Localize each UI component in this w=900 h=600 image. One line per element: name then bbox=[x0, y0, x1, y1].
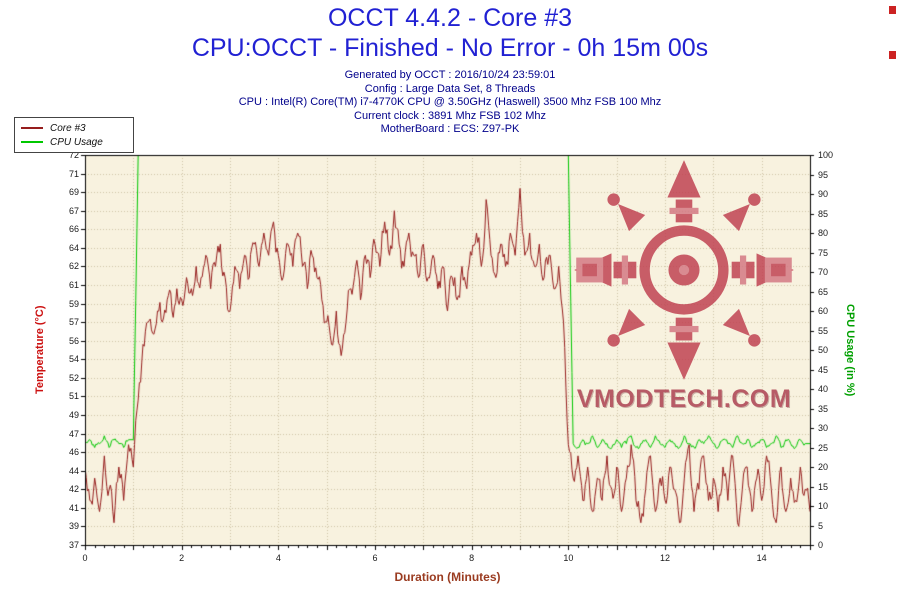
y-left-tick-label: 41 bbox=[68, 502, 79, 513]
y-right-tick-label: 0 bbox=[818, 540, 824, 550]
y-right-tick-label: 55 bbox=[818, 325, 829, 336]
y-left-tick-label: 42 bbox=[68, 484, 79, 495]
y-left-tick-label: 44 bbox=[68, 465, 79, 476]
y-right-tick-label: 100 bbox=[818, 150, 834, 160]
red-artifact-dot-top bbox=[889, 6, 896, 14]
x-tick-label: 12 bbox=[659, 553, 670, 563]
chart-info-line: Generated by OCCT : 2016/10/24 23:59:01 bbox=[344, 69, 556, 81]
y-left-tick-label: 57 bbox=[68, 317, 79, 328]
y-left-tick-label: 61 bbox=[68, 280, 79, 290]
y-right-tick-label: 40 bbox=[818, 384, 829, 394]
y-left-tick-label: 67 bbox=[68, 205, 79, 216]
legend-label-core3: Core #3 bbox=[50, 122, 86, 134]
y-left-tick-label: 71 bbox=[68, 168, 79, 179]
y-right-tick-label: 5 bbox=[818, 520, 824, 531]
y-left-tick-label: 37 bbox=[68, 540, 79, 550]
x-tick-label: 2 bbox=[179, 553, 185, 563]
y-right-tick-label: 60 bbox=[818, 306, 829, 316]
y-left-tick-label: 46 bbox=[68, 447, 79, 458]
y-right-tick-label: 35 bbox=[818, 403, 829, 414]
y-left-tick-label: 49 bbox=[68, 410, 79, 420]
red-artifact-dot-bottom bbox=[889, 51, 896, 59]
y-left-tick-label: 39 bbox=[68, 521, 79, 532]
legend-item-cpu-usage: CPU Usage bbox=[21, 135, 127, 149]
chart-info-line: Config : Large Data Set, 8 Threads bbox=[364, 82, 536, 95]
y-left-tick-label: 51 bbox=[68, 391, 79, 402]
x-tick-label: 0 bbox=[82, 553, 88, 563]
y-left-tick-label: 64 bbox=[68, 242, 79, 253]
y-right-tick-label: 25 bbox=[818, 442, 829, 453]
y-axis-title-temperature: Temperature (°C) bbox=[34, 305, 46, 395]
y-left-tick-label: 62 bbox=[68, 261, 79, 272]
y-axis-title-cpu-usage: CPU Usage (in %) bbox=[844, 303, 856, 397]
y-right-tick-label: 10 bbox=[818, 501, 829, 511]
y-left-tick-label: 54 bbox=[68, 354, 79, 365]
legend-item-core3: Core #3 bbox=[21, 121, 127, 135]
y-right-tick-label: 65 bbox=[818, 286, 829, 297]
y-left-tick-label: 59 bbox=[68, 298, 79, 309]
y-right-tick-label: 75 bbox=[818, 247, 829, 258]
legend-line-sample-core3 bbox=[21, 127, 43, 129]
x-tick-label: 14 bbox=[756, 553, 767, 563]
chart-info-line: CPU : Intel(R) Core(TM) i7-4770K CPU @ 3… bbox=[238, 96, 662, 108]
chart-info: Generated by OCCT : 2016/10/24 23:59:01 C… bbox=[0, 69, 900, 137]
y-right-tick-label: 85 bbox=[818, 208, 829, 219]
x-tick-label: 4 bbox=[275, 553, 281, 563]
y-left-tick-label: 52 bbox=[68, 372, 79, 383]
y-right-tick-label: 95 bbox=[818, 169, 829, 180]
y-right-tick-label: 20 bbox=[818, 462, 829, 472]
y-right-tick-label: 90 bbox=[818, 189, 829, 199]
y-left-tick-label: 69 bbox=[68, 187, 79, 198]
y-right-tick-label: 70 bbox=[818, 267, 829, 277]
y-right-tick-label: 15 bbox=[818, 481, 829, 492]
y-right-tick-label: 50 bbox=[818, 345, 829, 355]
y-right-tick-label: 80 bbox=[818, 228, 829, 238]
chart-info-line: MotherBoard : ECS: Z97-PK bbox=[380, 123, 520, 135]
y-right-tick-label: 45 bbox=[818, 364, 829, 375]
chart-legend: Core #3 CPU Usage bbox=[14, 117, 134, 153]
legend-label-cpu-usage: CPU Usage bbox=[50, 136, 103, 148]
x-tick-label: 10 bbox=[563, 553, 574, 563]
chart-subtitle: CPU:OCCT - Finished - No Error - 0h 15m … bbox=[191, 34, 709, 62]
chart-info-line: Current clock : 3891 Mhz FSB 102 Mhz bbox=[354, 109, 546, 122]
chart-title: OCCT 4.4.2 - Core #3 bbox=[327, 4, 573, 32]
y-left-tick-label: 56 bbox=[68, 335, 79, 346]
legend-line-sample-cpu-usage bbox=[21, 141, 43, 143]
y-left-tick-label: 72 bbox=[68, 150, 79, 160]
y-right-tick-label: 30 bbox=[818, 423, 829, 433]
x-tick-label: 8 bbox=[469, 553, 475, 563]
x-axis-title: Duration (Minutes) bbox=[394, 570, 501, 584]
x-tick-label: 6 bbox=[372, 553, 378, 563]
y-left-tick-label: 47 bbox=[68, 428, 79, 439]
chart-canvas bbox=[0, 150, 900, 570]
y-left-tick-label: 66 bbox=[68, 224, 79, 235]
chart-area: 72 71 69 67 66 64 62 61 59 57 56 54 52 51 49 47 46 44 42 41… bbox=[0, 150, 900, 600]
